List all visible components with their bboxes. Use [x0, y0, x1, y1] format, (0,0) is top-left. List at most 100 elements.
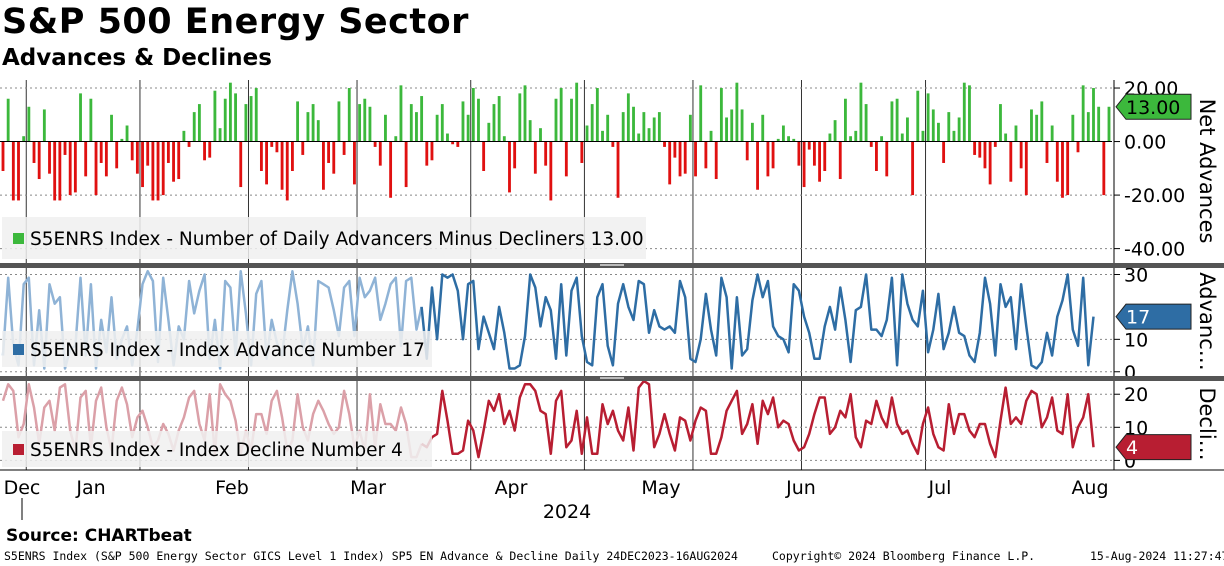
advance-bar [358, 104, 362, 142]
decline-bar [508, 141, 511, 193]
decline-bar [978, 141, 982, 158]
y-tick-label: 0.00 [1124, 132, 1166, 154]
decline-bar [141, 141, 144, 188]
advance-bar [435, 114, 439, 142]
decline-bar [84, 141, 88, 177]
decline-bar [327, 141, 331, 163]
advance-bar [952, 130, 956, 142]
decline-bar [1024, 141, 1028, 196]
advance-bar [937, 122, 940, 142]
advance-bar [249, 96, 253, 142]
advance-bar [466, 114, 470, 142]
advance-bar [601, 130, 604, 142]
decline-bar [146, 141, 150, 166]
panel-divider-handle[interactable] [600, 377, 624, 379]
decline-bar [714, 141, 718, 180]
decline-bar [239, 141, 243, 188]
y-tick-label: 10 [1124, 417, 1148, 439]
decline-bar [37, 141, 41, 180]
advance-bar [487, 122, 491, 142]
decline-bar [17, 141, 20, 201]
decline-bar [280, 141, 284, 190]
decline-bar [611, 141, 615, 147]
advance-bar [1030, 109, 1033, 142]
advance-bar [296, 101, 300, 142]
advance-bar [750, 122, 754, 142]
decline-bar [290, 141, 294, 171]
x-month-label: May [641, 477, 680, 499]
decline-bar [259, 141, 263, 171]
advance-bar [471, 88, 475, 142]
decline-bar [135, 141, 139, 174]
decline-bar [533, 141, 537, 174]
advance-bar [384, 114, 387, 142]
decline-bar [275, 141, 279, 153]
decline-bar [270, 141, 274, 147]
advance-bar [1092, 88, 1095, 142]
decline-bar [823, 141, 827, 171]
advance-bar [890, 101, 894, 142]
decline-bar [911, 141, 915, 196]
decline-bar [425, 141, 429, 166]
footer-series-description: S5ENRS Index (S&P 500 Energy Sector GICS… [4, 549, 738, 563]
advance-bar [730, 109, 734, 142]
advance-bar [626, 93, 630, 142]
last-value-tag [1115, 434, 1192, 461]
decline-bar [285, 141, 289, 201]
advance-bar [1097, 106, 1101, 142]
advance-bar [761, 114, 765, 142]
advance-bar [849, 136, 853, 142]
advance-bar [637, 133, 641, 142]
advance-bar [906, 117, 909, 142]
decline-bar [1076, 141, 1080, 153]
decline-bar [807, 141, 811, 150]
decline-bar [161, 141, 165, 196]
x-year-label: 2024 [543, 501, 591, 523]
advance-bar [999, 104, 1002, 142]
chart-subtitle: Advances & Declines [2, 45, 272, 71]
decline-bar [616, 141, 620, 198]
advance-bar [440, 104, 444, 142]
advance-bar [1086, 112, 1090, 142]
advance-bar [926, 93, 930, 142]
advance-bar [575, 82, 579, 142]
advance-bar [244, 104, 248, 142]
advance-bar [6, 98, 10, 142]
decline-bar [456, 141, 460, 147]
advance-bar [1040, 101, 1044, 142]
decline-bar [1055, 141, 1059, 182]
decline-bar [482, 141, 486, 171]
advance-bar [409, 104, 413, 142]
advance-bar [125, 125, 129, 142]
advance-bar [570, 98, 573, 142]
advance-bar [559, 88, 563, 142]
x-month-label: Feb [215, 477, 249, 499]
advance-bar [415, 112, 418, 142]
legend-swatch [13, 344, 24, 355]
decline-bar [942, 141, 946, 163]
advance-bar [394, 136, 398, 142]
decline-bar [1066, 141, 1070, 196]
footer-copyright: Copyright© 2024 Bloomberg Finance L.P. [772, 549, 1036, 563]
advance-bar [27, 106, 31, 142]
decline-bar [430, 141, 434, 161]
advance-bar [497, 96, 501, 142]
advance-bar [699, 85, 703, 142]
advance-bar [632, 106, 635, 142]
decline-bar [378, 141, 382, 166]
advance-bar [792, 138, 796, 142]
advance-bar [725, 117, 728, 142]
decline-bar [771, 141, 775, 169]
decline-bar [73, 141, 77, 193]
advance-bar [864, 104, 868, 142]
decline-bar [187, 141, 191, 147]
advance-bar [621, 112, 625, 142]
legend-label: S5ENRS Index - Index Decline Number 4 [30, 440, 403, 461]
panel-divider-handle[interactable] [600, 264, 624, 266]
decline-bar [663, 141, 666, 147]
advance-bar [1107, 106, 1111, 142]
advance-bar [854, 130, 858, 142]
advance-bar [709, 130, 713, 142]
advance-bar [420, 96, 424, 142]
